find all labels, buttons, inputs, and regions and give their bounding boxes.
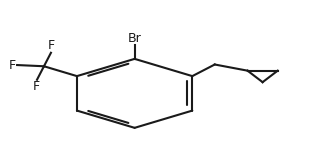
Text: F: F — [33, 80, 40, 93]
Text: F: F — [9, 59, 16, 71]
Text: Br: Br — [128, 32, 141, 45]
Text: F: F — [48, 39, 55, 52]
